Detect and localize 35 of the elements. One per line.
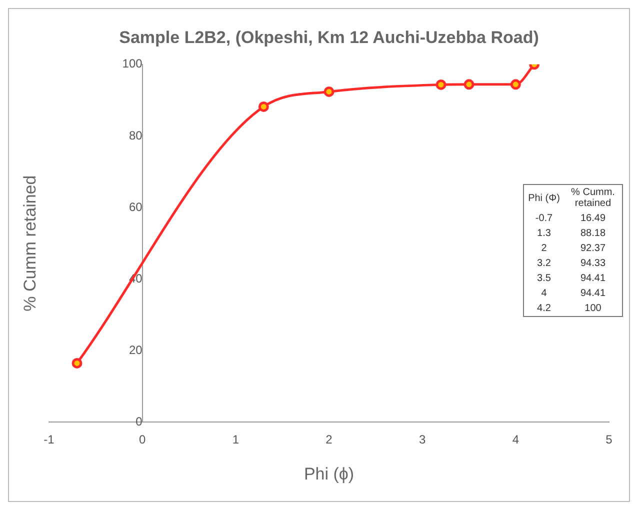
point <box>464 79 474 90</box>
category-label: 4 <box>540 287 548 301</box>
point <box>510 79 521 90</box>
x-tick-label: 4 <box>512 432 520 447</box>
y-tick-label: 100 <box>122 56 143 71</box>
data-label: 88.18 <box>579 227 607 241</box>
data-label: 94.41 <box>579 272 607 286</box>
y-tick-label: 80 <box>128 128 143 142</box>
x-tick-label: 3 <box>418 432 426 447</box>
category-label: 4.2 <box>536 302 552 316</box>
category-label: 3.5 <box>536 272 552 286</box>
data-label: 16.49 <box>579 212 607 226</box>
point <box>258 101 269 112</box>
x-tick-label: 2 <box>326 432 333 447</box>
data-label: 100 <box>584 302 602 316</box>
point <box>436 79 446 90</box>
data-label: 94.33 <box>579 257 607 271</box>
category-label: 3.2 <box>536 257 552 271</box>
category-label: 2 <box>540 242 548 256</box>
point <box>72 358 82 368</box>
y-axis-title: % Cumm retained <box>20 175 40 312</box>
text: Phi (Φ) <box>527 192 561 206</box>
point <box>324 86 334 97</box>
text: % Cumm. retained <box>570 186 616 211</box>
y-tick-label: 60 <box>128 200 143 214</box>
x-axis-title: Phi (ϕ) <box>304 464 354 484</box>
data-label: 92.37 <box>579 242 607 256</box>
x-tick-label: -1 <box>44 432 55 447</box>
category-label: 1.3 <box>536 227 552 241</box>
category-label: -0.7 <box>534 212 554 226</box>
x-tick-label: 5 <box>606 432 613 447</box>
y-tick-label: 20 <box>128 342 143 357</box>
x-tick-label: 1 <box>232 432 240 447</box>
data-label: 94.41 <box>579 287 607 301</box>
chart-title: Sample L2B2, (Okpeshi, Km 12 Auchi-Uzebba Road) <box>119 28 539 47</box>
